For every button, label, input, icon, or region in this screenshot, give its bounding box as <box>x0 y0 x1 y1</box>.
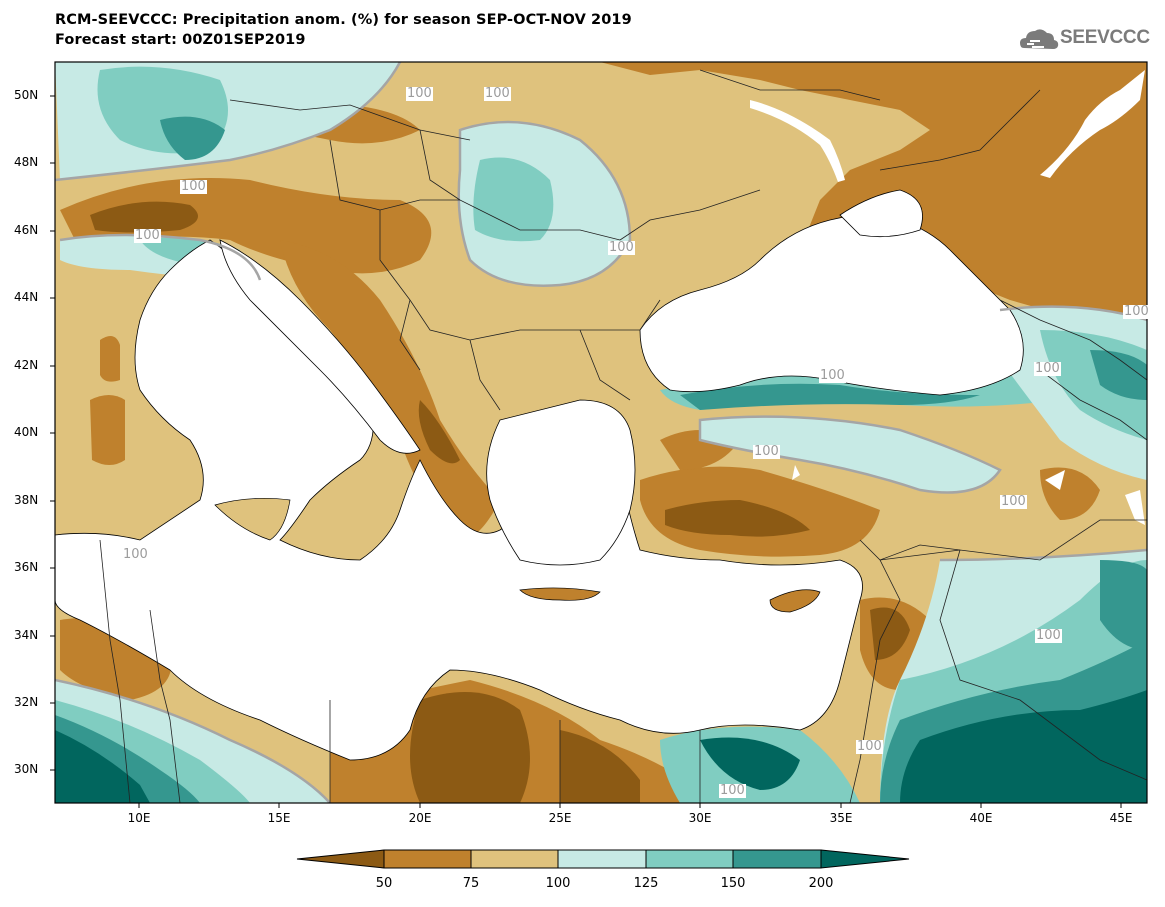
contour-label: 100 <box>406 86 433 101</box>
contour-label: 100 <box>180 179 207 194</box>
contour-label: 100 <box>1000 494 1027 509</box>
colorbar-swatch-125-150 <box>645 849 734 869</box>
wet-black-sea-south-strong <box>680 383 980 410</box>
dry-north-east <box>600 62 1147 330</box>
crete-island <box>519 587 601 601</box>
lon-label-10e: 10E <box>127 811 151 825</box>
azov-sea <box>839 189 923 238</box>
colorbar-label-75: 75 <box>462 876 480 891</box>
forecast-start: Forecast start: 00Z01SEP2019 <box>55 32 306 48</box>
wet-arabia-east <box>1100 560 1147 650</box>
lon-label-30e: 30E <box>688 811 712 825</box>
aegean-sea <box>486 399 636 566</box>
dry-sardinia <box>90 395 125 465</box>
dry-levant-strong <box>870 607 910 660</box>
lat-label-32n: 32N <box>14 695 39 709</box>
adriatic-sea <box>219 239 421 454</box>
lat-ticks <box>50 95 55 771</box>
lon-ticks <box>138 803 1122 808</box>
colorbar-swatch-below-50 <box>296 849 385 869</box>
lon-label-25e: 25E <box>548 811 572 825</box>
contour-label: 100 <box>856 739 883 754</box>
wet-carpathians-2 <box>473 157 554 242</box>
lake-east <box>1045 470 1065 490</box>
cloud-logo-icon <box>1020 29 1059 49</box>
contour-label: 100 <box>819 368 846 383</box>
map-title: RCM-SEEVCCC: Precipitation anom. (%) for… <box>55 12 632 28</box>
lon-label-40e: 40E <box>969 811 993 825</box>
lat-label-34n: 34N <box>14 628 39 642</box>
dry-libya-strong <box>410 692 530 803</box>
lat-label-48n: 48N <box>14 155 39 169</box>
contour-label: 100 <box>122 547 149 562</box>
contour-label: 100 <box>134 228 161 243</box>
logo-text: SEEVCCC <box>1060 27 1150 48</box>
lat-label-36n: 36N <box>14 560 39 574</box>
colorbar-swatch-above-200 <box>820 849 910 869</box>
dry-balkans <box>280 240 500 540</box>
sicily-island <box>214 497 291 541</box>
lake-central <box>792 465 800 480</box>
river-don <box>1040 70 1145 178</box>
colorbar <box>296 849 910 869</box>
contour-label: 100 <box>608 240 635 255</box>
contour-label: 100 <box>1035 628 1062 643</box>
colorbar-swatch-75-100 <box>470 849 559 869</box>
lat-label-30n: 30N <box>14 762 39 776</box>
river-ukraine <box>750 100 845 182</box>
colorbar-label-50: 50 <box>375 876 393 891</box>
lon-label-20e: 20E <box>408 811 432 825</box>
map-plot-area <box>55 62 1147 803</box>
colorbar-label-125: 125 <box>633 876 659 891</box>
colorbar-label-100: 100 <box>545 876 571 891</box>
dry-corsica <box>100 336 120 382</box>
wet-arabia-4 <box>900 690 1147 803</box>
colorbar-swatch-50-75 <box>383 849 472 869</box>
lake-east-2 <box>1125 490 1145 525</box>
lon-label-15e: 15E <box>267 811 291 825</box>
lat-label-46n: 46N <box>14 223 39 237</box>
black-sea <box>639 214 1024 396</box>
lat-label-38n: 38N <box>14 493 39 507</box>
lat-label-40n: 40N <box>14 425 39 439</box>
wet-caucasus-3 <box>1090 350 1147 400</box>
dry-anatolia-strong <box>665 500 810 537</box>
colorbar-label-200: 200 <box>808 876 834 891</box>
wet-egypt-2 <box>700 737 800 790</box>
lon-label-35e: 35E <box>829 811 853 825</box>
contour-label: 100 <box>753 444 780 459</box>
contour-label: 100 <box>484 86 511 101</box>
dry-libya-strong-2 <box>560 730 640 803</box>
cyprus-island <box>769 589 821 613</box>
contour-label: 100 <box>1034 361 1061 376</box>
colorbar-swatch-150-200 <box>732 849 822 869</box>
lon-label-45e: 45E <box>1109 811 1133 825</box>
contour-label: 100 <box>719 783 746 798</box>
lat-label-42n: 42N <box>14 358 39 372</box>
lat-label-50n: 50N <box>14 88 39 102</box>
country-borders <box>99 69 1147 803</box>
wet-algeria-4 <box>55 730 150 803</box>
colorbar-swatch-100-125 <box>557 849 647 869</box>
wet-alps-north-3 <box>160 116 225 160</box>
dry-alps-strong <box>90 201 198 233</box>
dry-balkans-strong <box>418 400 460 464</box>
lat-label-44n: 44N <box>14 290 39 304</box>
wet-turkey-central <box>700 416 1000 493</box>
contour-label: 100 <box>1123 304 1150 319</box>
colorbar-label-150: 150 <box>720 876 746 891</box>
